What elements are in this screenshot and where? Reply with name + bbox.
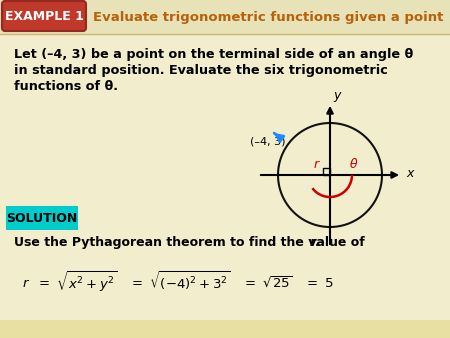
Text: EXAMPLE 1: EXAMPLE 1	[4, 9, 83, 23]
Text: $r\ \ =\ \sqrt{x^2+y^2}\ \ \ =\ \sqrt{(-4)^2+3^2}\ \ \ =\ \sqrt{25}\ \ \ =\ 5$: $r\ \ =\ \sqrt{x^2+y^2}\ \ \ =\ \sqrt{(-…	[22, 270, 334, 294]
Text: in standard position. Evaluate the six trigonometric: in standard position. Evaluate the six t…	[14, 64, 388, 77]
Text: θ: θ	[350, 159, 358, 171]
Text: Evaluate trigonometric functions given a point: Evaluate trigonometric functions given a…	[93, 10, 443, 24]
Text: y: y	[333, 89, 340, 102]
Text: Use the Pythagorean theorem to find the value of: Use the Pythagorean theorem to find the …	[14, 236, 369, 249]
FancyBboxPatch shape	[2, 1, 86, 31]
Text: Let (–4, 3) be a point on the terminal side of an angle θ: Let (–4, 3) be a point on the terminal s…	[14, 48, 413, 61]
Text: SOLUTION: SOLUTION	[6, 212, 77, 224]
Text: r: r	[310, 236, 316, 249]
FancyBboxPatch shape	[0, 320, 450, 338]
Text: functions of θ.: functions of θ.	[14, 80, 118, 93]
Text: .: .	[315, 236, 320, 249]
Text: x: x	[406, 167, 414, 180]
Text: (–4, 3): (–4, 3)	[250, 137, 285, 147]
FancyBboxPatch shape	[6, 206, 78, 230]
FancyBboxPatch shape	[0, 0, 450, 34]
Text: r: r	[314, 159, 319, 171]
